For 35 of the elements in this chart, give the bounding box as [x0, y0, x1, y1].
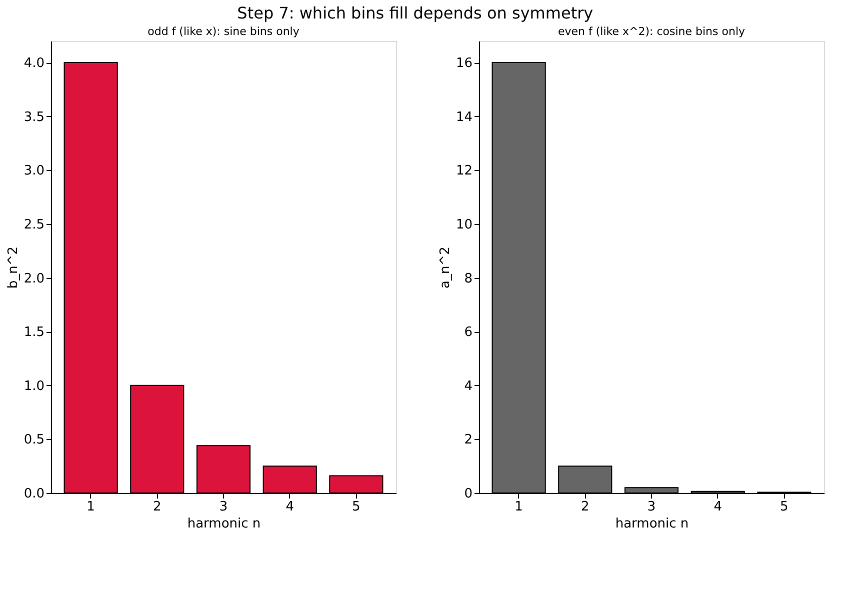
x-tick-label: 1 — [514, 500, 523, 514]
y-tick-label: 0 — [464, 486, 472, 502]
x-tick-label: 5 — [780, 500, 788, 514]
y-tick-label: 8 — [464, 271, 472, 286]
x-axis-title: harmonic n — [187, 516, 261, 532]
y-tick-label: 14 — [456, 110, 472, 125]
y-tick-label: 0.5 — [24, 432, 44, 448]
y-tick-label: 2.0 — [24, 271, 44, 286]
x-tick-label: 3 — [219, 500, 228, 514]
y-tick-label: 1.0 — [24, 378, 44, 394]
y-tick-label: 6 — [464, 325, 472, 340]
y-axis-title: a_n^2 — [438, 246, 453, 288]
x-tick-label: 5 — [352, 500, 360, 514]
y-tick-label: 2.5 — [24, 217, 44, 232]
y-tick-label: 4 — [464, 378, 472, 394]
x-tick-label: 4 — [714, 500, 722, 514]
y-tick-label: 3.5 — [24, 110, 44, 125]
x-axis-title: harmonic n — [615, 516, 689, 532]
y-tick-label: 2 — [464, 432, 472, 448]
x-tick-label: 2 — [581, 500, 590, 514]
x-tick-label: 3 — [647, 500, 656, 514]
x-tick-label: 2 — [153, 500, 162, 514]
x-tick-label: 1 — [86, 500, 95, 514]
y-tick-label: 16 — [456, 56, 472, 72]
y-tick-label: 4.0 — [24, 56, 44, 72]
chart-title: odd f (like x): sine bins only — [148, 25, 300, 38]
y-tick-label: 3.0 — [24, 164, 44, 179]
y-axis-title: b_n^2 — [6, 246, 21, 289]
y-tick-label: 0.0 — [24, 486, 44, 502]
y-tick-label: 10 — [456, 217, 472, 232]
text: Step 7: which bins fill depends on symmetry — [237, 4, 594, 22]
y-tick-label: 12 — [456, 164, 472, 179]
chart-title: even f (like x^2): cosine bins only — [558, 25, 746, 38]
y-tick-label: 1.5 — [24, 325, 44, 340]
x-tick-label: 4 — [286, 500, 294, 514]
